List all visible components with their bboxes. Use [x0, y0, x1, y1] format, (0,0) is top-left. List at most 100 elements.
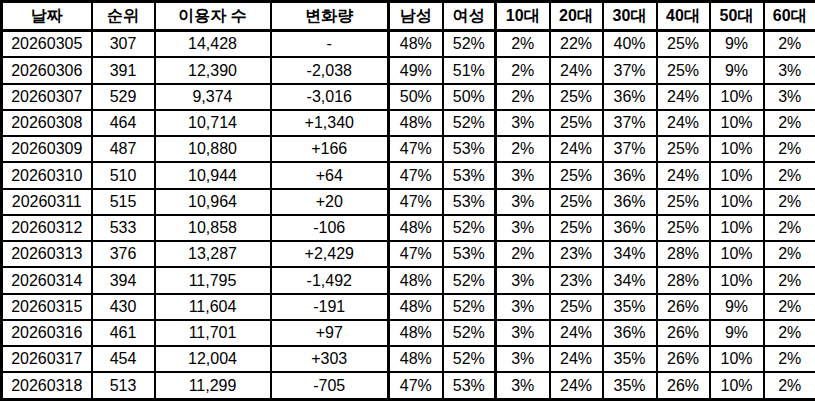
cell-age10: 3%: [496, 346, 550, 372]
cell-change: +20: [271, 189, 389, 215]
cell-age40: 26%: [657, 294, 710, 320]
cell-users: 10,964: [155, 189, 271, 215]
cell-male: 47%: [389, 136, 443, 162]
table-row: 2026031543011,604-19148%52%3%25%35%26%9%…: [2, 294, 815, 320]
cell-female: 51%: [443, 57, 496, 83]
cell-rank: 391: [92, 57, 155, 83]
cell-users: 10,714: [155, 110, 271, 136]
cell-age50: 10%: [710, 241, 764, 267]
cell-age60: 2%: [764, 189, 815, 215]
col-header-users: 이용자 수: [155, 2, 271, 31]
cell-age60: 2%: [764, 110, 815, 136]
cell-age40: 25%: [657, 215, 710, 241]
cell-age10: 2%: [496, 136, 550, 162]
table-row: 2026030846410,714+1,34048%52%3%25%37%24%…: [2, 110, 815, 136]
cell-female: 52%: [443, 31, 496, 58]
cell-male: 48%: [389, 294, 443, 320]
cell-age20: 24%: [550, 320, 603, 346]
table-row: 2026031051010,944+6447%53%3%25%36%24%10%…: [2, 162, 815, 188]
cell-users: 12,390: [155, 57, 271, 83]
cell-change: +1,340: [271, 110, 389, 136]
cell-age20: 24%: [550, 136, 603, 162]
table-row: 2026031439411,795-1,49248%52%3%23%34%28%…: [2, 267, 815, 293]
cell-change: -3,016: [271, 84, 389, 110]
cell-age10: 3%: [496, 267, 550, 293]
cell-female: 53%: [443, 136, 496, 162]
cell-age30: 35%: [603, 372, 657, 399]
cell-age20: 25%: [550, 162, 603, 188]
cell-age40: 24%: [657, 162, 710, 188]
cell-age60: 2%: [764, 372, 815, 399]
col-header-age20: 20대: [550, 2, 603, 31]
cell-age30: 36%: [603, 320, 657, 346]
cell-age10: 3%: [496, 215, 550, 241]
cell-age50: 10%: [710, 84, 764, 110]
cell-female: 53%: [443, 241, 496, 267]
cell-age50: 10%: [710, 162, 764, 188]
cell-rank: 307: [92, 31, 155, 58]
cell-change: +166: [271, 136, 389, 162]
cell-change: +303: [271, 346, 389, 372]
col-header-date: 날짜: [2, 2, 92, 31]
cell-rank: 394: [92, 267, 155, 293]
cell-age60: 2%: [764, 241, 815, 267]
cell-female: 50%: [443, 84, 496, 110]
cell-age10: 3%: [496, 189, 550, 215]
cell-age40: 28%: [657, 267, 710, 293]
cell-users: 9,374: [155, 84, 271, 110]
cell-age20: 25%: [550, 84, 603, 110]
cell-age50: 10%: [710, 189, 764, 215]
cell-age50: 10%: [710, 346, 764, 372]
cell-change: +2,429: [271, 241, 389, 267]
cell-male: 48%: [389, 320, 443, 346]
cell-age30: 34%: [603, 241, 657, 267]
cell-age60: 2%: [764, 294, 815, 320]
cell-users: 14,428: [155, 31, 271, 58]
cell-age10: 3%: [496, 110, 550, 136]
cell-rank: 510: [92, 162, 155, 188]
cell-age40: 26%: [657, 346, 710, 372]
cell-female: 52%: [443, 215, 496, 241]
table-row: 2026030948710,880+16647%53%2%24%37%25%10…: [2, 136, 815, 162]
cell-date: 20260316: [2, 320, 92, 346]
cell-change: +64: [271, 162, 389, 188]
cell-users: 10,944: [155, 162, 271, 188]
cell-male: 50%: [389, 84, 443, 110]
table-row: 2026030530714,428-48%52%2%22%40%25%9%2%: [2, 31, 815, 58]
cell-age50: 9%: [710, 294, 764, 320]
cell-date: 20260308: [2, 110, 92, 136]
cell-age60: 3%: [764, 84, 815, 110]
cell-rank: 454: [92, 346, 155, 372]
cell-rank: 376: [92, 241, 155, 267]
cell-age30: 40%: [603, 31, 657, 58]
cell-age20: 22%: [550, 31, 603, 58]
cell-age30: 36%: [603, 189, 657, 215]
cell-users: 11,299: [155, 372, 271, 399]
cell-rank: 487: [92, 136, 155, 162]
table-row: 2026031646111,701+9748%52%3%24%36%26%9%2…: [2, 320, 815, 346]
cell-rank: 513: [92, 372, 155, 399]
cell-female: 52%: [443, 320, 496, 346]
daily-user-stats-table: 날짜 순위 이용자 수 변화량 남성 여성 10대 20대 30대 40대 50…: [0, 0, 815, 401]
cell-male: 49%: [389, 57, 443, 83]
cell-age20: 24%: [550, 372, 603, 399]
cell-age50: 9%: [710, 57, 764, 83]
cell-age10: 2%: [496, 84, 550, 110]
cell-male: 48%: [389, 110, 443, 136]
cell-age20: 25%: [550, 215, 603, 241]
cell-date: 20260306: [2, 57, 92, 83]
col-header-rank: 순위: [92, 2, 155, 31]
cell-users: 13,287: [155, 241, 271, 267]
cell-male: 47%: [389, 241, 443, 267]
cell-age60: 2%: [764, 162, 815, 188]
cell-change: -2,038: [271, 57, 389, 83]
col-header-female: 여성: [443, 2, 496, 31]
cell-rank: 515: [92, 189, 155, 215]
cell-age10: 2%: [496, 31, 550, 58]
cell-age50: 9%: [710, 31, 764, 58]
cell-age60: 3%: [764, 57, 815, 83]
cell-date: 20260307: [2, 84, 92, 110]
cell-change: -106: [271, 215, 389, 241]
cell-age20: 23%: [550, 267, 603, 293]
col-header-male: 남성: [389, 2, 443, 31]
